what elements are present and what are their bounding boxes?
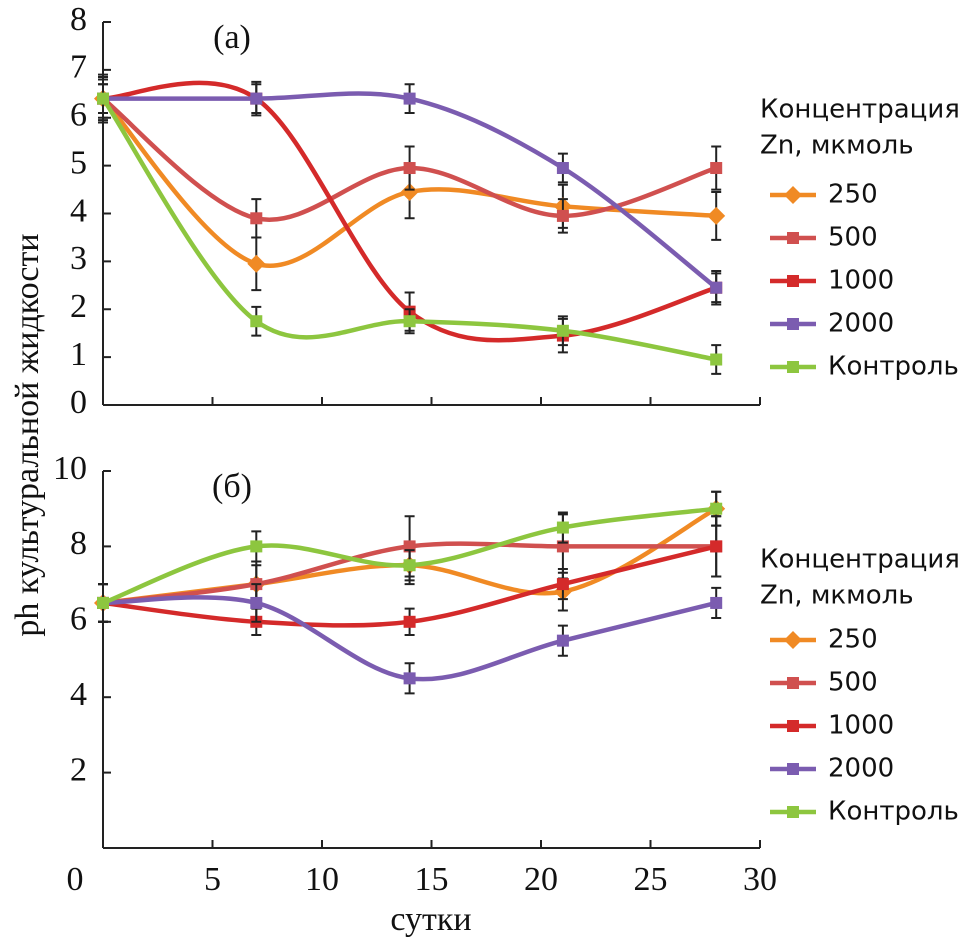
marker xyxy=(247,254,266,273)
x-axis-label: сутки xyxy=(390,901,471,938)
legend-marker xyxy=(787,361,799,373)
marker xyxy=(556,209,569,222)
legend-marker xyxy=(784,186,802,204)
x-tick-label: 20 xyxy=(524,861,558,898)
marker xyxy=(556,324,569,337)
legend-marker xyxy=(787,677,799,689)
marker xyxy=(400,182,419,201)
marker xyxy=(250,540,263,553)
marker xyxy=(710,540,723,553)
y-tick-label: 8 xyxy=(70,525,87,562)
y-tick-label: 10 xyxy=(53,450,87,487)
legend-marker xyxy=(784,631,802,649)
y-tick-label: 4 xyxy=(70,192,87,229)
marker xyxy=(250,596,263,609)
marker xyxy=(403,672,416,685)
marker xyxy=(707,206,726,225)
y-tick-label: 6 xyxy=(70,97,87,134)
y-tick-label: 5 xyxy=(70,144,87,181)
marker xyxy=(97,596,109,609)
y-tick-label: 4 xyxy=(70,676,87,713)
marker xyxy=(710,281,723,294)
series-line xyxy=(102,80,717,343)
y-tick-label: 7 xyxy=(70,49,87,86)
legend-title: Концентрация xyxy=(760,545,960,575)
panel-label: (а) xyxy=(213,19,251,56)
panel-label: (б) xyxy=(212,468,252,505)
marker xyxy=(556,634,569,647)
legend-title: Zn, мкмоль xyxy=(760,581,914,611)
marker xyxy=(403,315,416,328)
marker xyxy=(403,559,416,572)
marker xyxy=(710,596,723,609)
x-tick-label: 0 xyxy=(67,861,84,898)
legend-marker xyxy=(787,763,799,775)
legend-marker xyxy=(787,720,799,732)
x-tick-label: 15 xyxy=(415,861,449,898)
y-tick-label: 8 xyxy=(70,1,87,38)
marker xyxy=(710,353,723,366)
y-tick-label: 3 xyxy=(70,240,87,277)
x-tick-label: 5 xyxy=(204,861,221,898)
legend-label: 250 xyxy=(828,180,878,210)
marker xyxy=(556,521,569,534)
legend-marker xyxy=(787,806,799,818)
marker xyxy=(710,502,723,515)
legend-title: Концентрация xyxy=(760,95,960,125)
x-tick-label: 25 xyxy=(634,861,668,898)
marker xyxy=(97,92,109,105)
x-tick-label: 10 xyxy=(305,861,339,898)
legend-label: Контроль xyxy=(828,352,959,382)
legend-label: Контроль xyxy=(828,797,959,827)
legend-label: 1000 xyxy=(828,711,894,741)
y-tick-label: 1 xyxy=(70,336,87,373)
y-axis-label: ph культуральной жидкости xyxy=(9,233,46,636)
legend-title: Zn, мкмоль xyxy=(760,131,914,161)
legend-label: 1000 xyxy=(828,266,894,296)
legend-label: 500 xyxy=(828,223,878,253)
y-tick-label: 0 xyxy=(70,384,87,421)
legend-label: 250 xyxy=(828,625,878,655)
marker xyxy=(403,92,416,105)
y-tick-label: 2 xyxy=(70,288,87,325)
y-tick-label: 2 xyxy=(70,751,87,788)
legend-label: 2000 xyxy=(828,309,894,339)
legend-marker xyxy=(787,275,799,287)
x-tick-label: 30 xyxy=(743,861,777,898)
legend-label: 500 xyxy=(828,668,878,698)
marker xyxy=(403,162,416,175)
marker xyxy=(710,162,723,175)
marker xyxy=(403,615,416,628)
marker xyxy=(250,315,263,328)
legend-label: 2000 xyxy=(828,754,894,784)
marker xyxy=(556,578,569,591)
series-line xyxy=(101,97,717,362)
marker xyxy=(250,92,263,105)
legend-marker xyxy=(787,232,799,244)
legend-marker xyxy=(787,318,799,330)
marker xyxy=(556,162,569,175)
y-tick-label: 6 xyxy=(70,601,87,638)
marker xyxy=(250,212,263,225)
